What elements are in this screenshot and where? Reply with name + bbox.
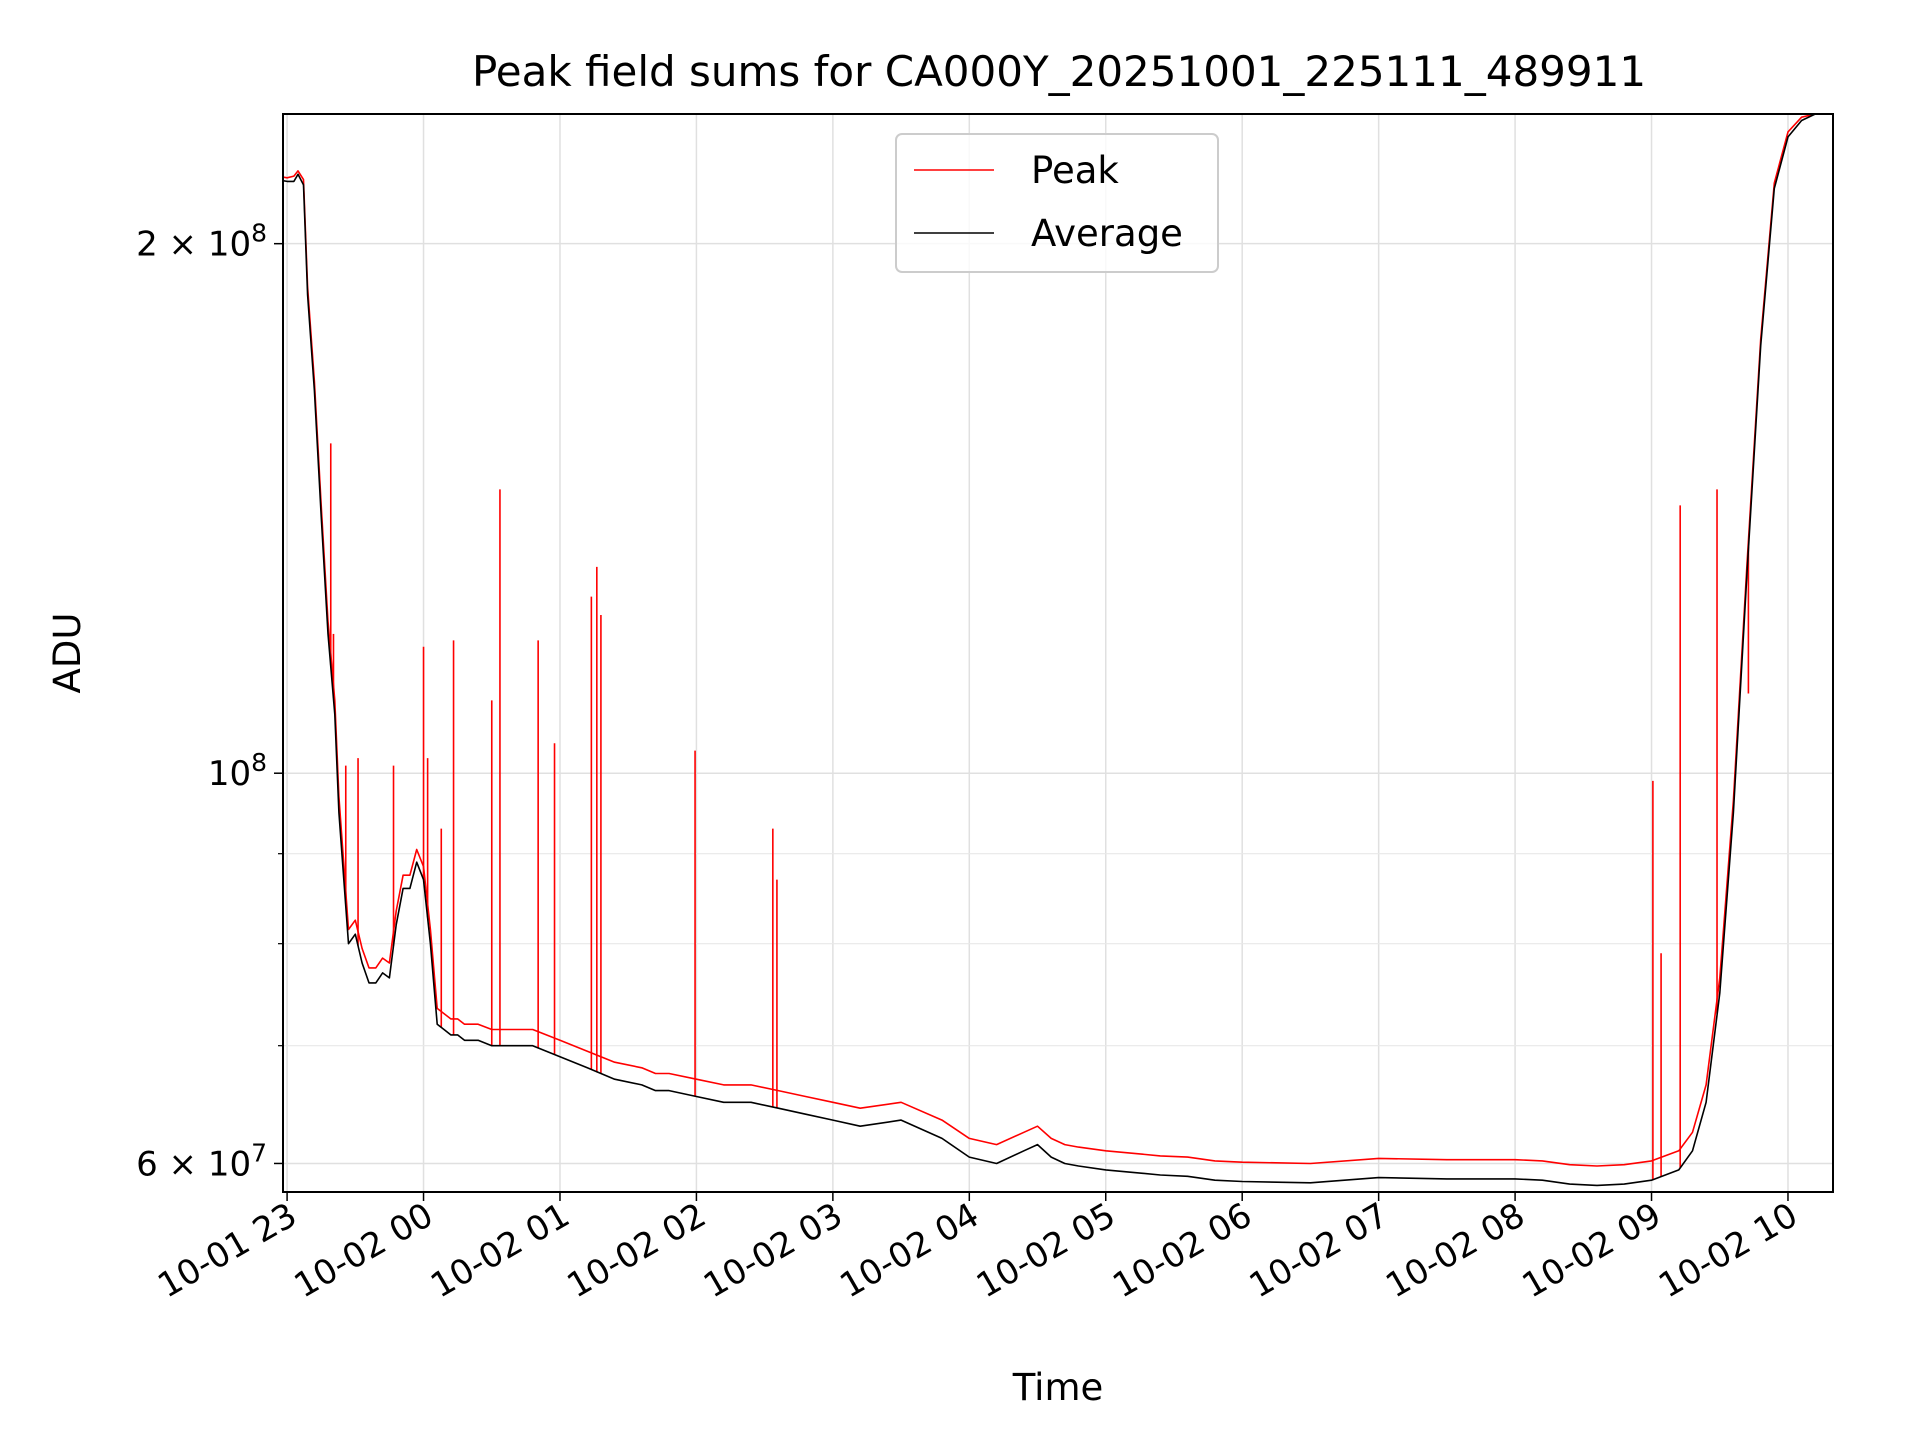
chart-title: Peak field sums for CA000Y_20251001_2251… [472,47,1646,96]
y-tick-label: 108 [208,748,267,794]
legend: Peak Average [895,133,1219,273]
legend-peak-label: Peak [1031,149,1119,192]
plot-area [283,114,1829,1187]
series-peak-line [283,114,1829,1167]
axes-frame [282,113,1834,1193]
legend-average-label: Average [1031,212,1183,255]
y-tick-label: 6 × 107 [136,1138,267,1184]
y-axis: 6 × 107 108 2 × 108 [136,219,283,1184]
y-tick-label: 2 × 108 [136,219,267,265]
x-axis-label: Time [1012,1366,1104,1409]
series-average-line [283,114,1829,1187]
legend-box [895,133,1219,273]
y-axis-label: ADU [46,613,89,694]
